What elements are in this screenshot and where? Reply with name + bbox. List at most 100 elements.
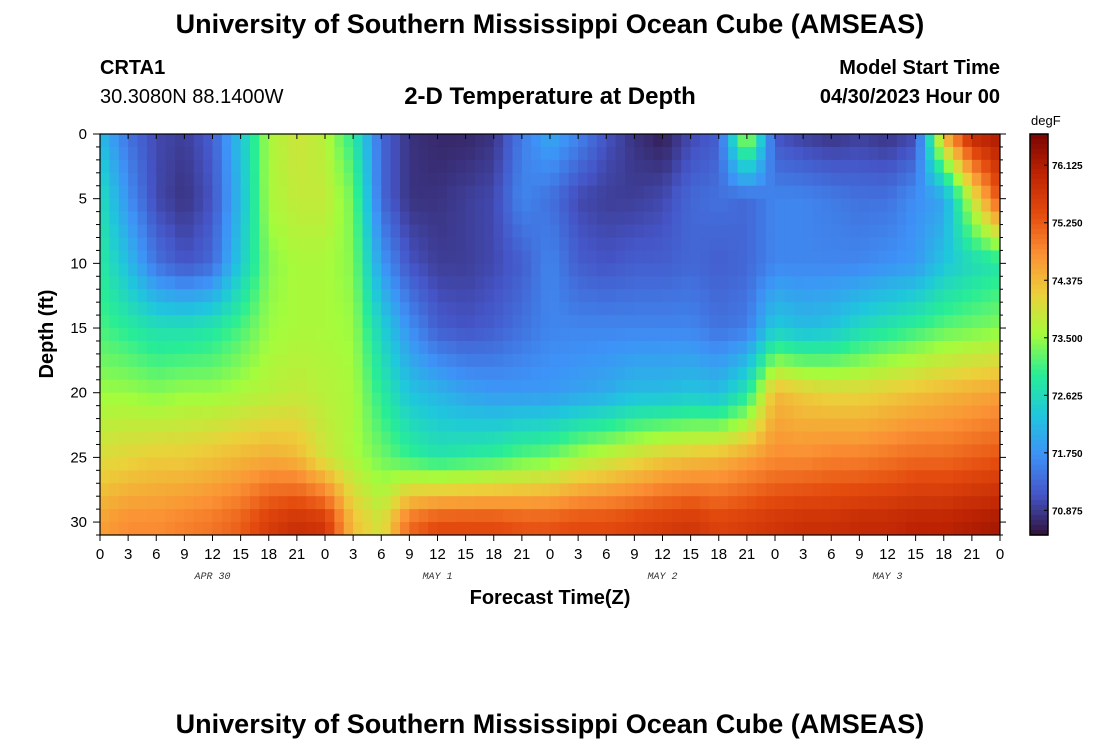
heatmap-cell (296, 392, 307, 407)
heatmap-cell (296, 159, 307, 174)
heatmap-cell (503, 431, 514, 446)
heatmap-cell (746, 276, 757, 290)
heatmap-cell (728, 302, 739, 316)
heatmap-cell (353, 431, 364, 446)
heatmap-cell (709, 302, 720, 316)
heatmap-cell (278, 366, 289, 381)
heatmap-cell (334, 405, 345, 420)
heatmap-cell (231, 379, 242, 394)
heatmap-cell (409, 444, 420, 458)
heatmap-cell (915, 405, 926, 420)
heatmap-cell (981, 470, 992, 484)
heatmap-cell (971, 237, 982, 252)
heatmap-cell (400, 340, 410, 355)
heatmap-cell (671, 470, 682, 484)
heatmap-cell (850, 250, 860, 264)
heatmap-cell (812, 146, 823, 161)
heatmap-cell (418, 405, 429, 420)
heatmap-cell (521, 146, 532, 161)
heatmap-cell (437, 379, 448, 394)
heatmap-cell (700, 496, 710, 510)
heatmap-cell (596, 263, 607, 277)
heatmap-cell (831, 496, 842, 510)
heatmap-cell (765, 224, 776, 239)
heatmap-cell (606, 198, 617, 213)
heatmap-cell (615, 418, 626, 433)
heatmap-cell (681, 522, 692, 535)
heatmap-cell (400, 185, 410, 200)
heatmap-cell (165, 315, 176, 329)
heatmap-cell (156, 509, 167, 523)
heatmap-cell (587, 289, 598, 303)
heatmap-cell (840, 470, 851, 484)
heatmap-cell (868, 211, 879, 226)
heatmap-cell (221, 159, 232, 174)
heatmap-cell (662, 185, 673, 200)
heatmap-cell (559, 237, 570, 252)
heatmap-cell (887, 509, 898, 523)
heatmap-cell (700, 431, 710, 446)
heatmap-cell (184, 379, 195, 394)
heatmap-cell (475, 418, 485, 433)
heatmap-cell (475, 250, 485, 264)
heatmap-cell (662, 263, 673, 277)
heatmap-cell (700, 366, 710, 381)
heatmap-cell (428, 496, 439, 510)
heatmap-cell (334, 457, 345, 471)
heatmap-cell (268, 289, 279, 303)
heatmap-cell (915, 483, 926, 497)
heatmap-cell (475, 444, 485, 458)
heatmap-cell (850, 353, 860, 368)
heatmap-cell (671, 302, 682, 316)
heatmap-cell (109, 198, 120, 213)
heatmap-cell (793, 431, 804, 446)
heatmap-cell (906, 444, 917, 458)
heatmap-cell (146, 405, 157, 420)
heatmap-cell (503, 302, 514, 316)
heatmap-cell (831, 211, 842, 226)
heatmap-cell (503, 289, 514, 303)
heatmap-cell (793, 522, 804, 535)
heatmap-cell (137, 522, 148, 535)
heatmap-cell (334, 146, 345, 161)
heatmap-cell (493, 392, 504, 407)
heatmap-cell (465, 134, 476, 148)
heatmap-cell (175, 289, 185, 303)
heatmap-cell (259, 470, 270, 484)
heatmap-cell (868, 159, 879, 174)
heatmap-cell (128, 263, 139, 277)
heatmap-cell (221, 496, 232, 510)
heatmap-cell (118, 315, 129, 329)
page-title: University of Southern Mississippi Ocean… (175, 9, 925, 39)
heatmap-cell (962, 224, 973, 239)
heatmap-cell (587, 263, 598, 277)
heatmap-cell (681, 276, 692, 290)
heatmap-cell (587, 134, 598, 148)
heatmap-cell (400, 483, 410, 497)
heatmap-cell (278, 418, 289, 433)
colorbar-segment (1030, 299, 1048, 306)
heatmap-cell (718, 172, 729, 187)
heatmap-cell (971, 431, 982, 446)
heatmap-cell (531, 457, 542, 471)
heatmap-cell (878, 159, 889, 174)
heatmap-cell (831, 224, 842, 239)
heatmap-cell (531, 431, 542, 446)
heatmap-cell (859, 185, 870, 200)
heatmap-cell (118, 328, 129, 342)
heatmap-cell (531, 198, 542, 213)
heatmap-cell (962, 431, 973, 446)
heatmap-cell (756, 431, 767, 446)
heatmap-cell (728, 457, 739, 471)
heatmap-cell (709, 289, 720, 303)
heatmap-cell (793, 224, 804, 239)
heatmap-cell (381, 379, 392, 394)
heatmap-cell (550, 470, 560, 484)
heatmap-cell (250, 250, 260, 264)
heatmap-cell (831, 340, 842, 355)
heatmap-cell (531, 405, 542, 420)
heatmap-cell (296, 263, 307, 277)
heatmap-cell (746, 509, 757, 523)
heatmap-cell (756, 172, 767, 187)
heatmap-cell (878, 418, 889, 433)
